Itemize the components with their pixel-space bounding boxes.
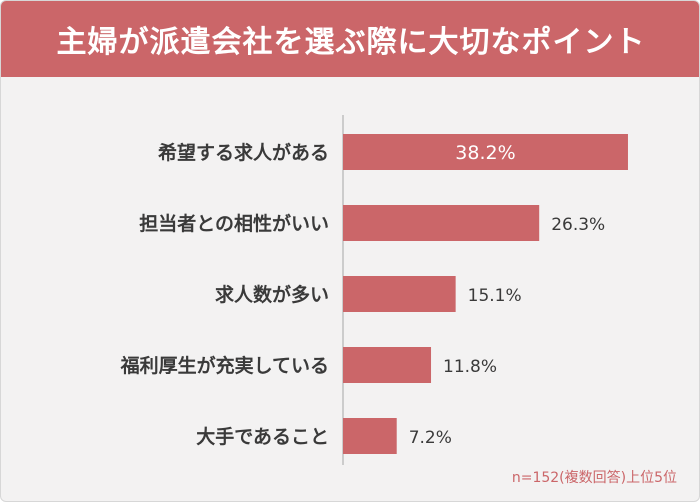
bar bbox=[343, 205, 540, 241]
category-label: 担当者との相性がいい bbox=[139, 212, 329, 235]
bar bbox=[343, 347, 432, 383]
value-label: 15.1% bbox=[468, 286, 522, 306]
category-label: 大手であること bbox=[196, 425, 329, 448]
value-label: 7.2% bbox=[409, 428, 452, 448]
value-label: 38.2% bbox=[455, 142, 515, 164]
bar bbox=[343, 134, 628, 170]
bar bbox=[343, 418, 397, 454]
value-label: 26.3% bbox=[551, 215, 605, 235]
bar bbox=[343, 276, 456, 312]
category-label: 求人数が多い bbox=[215, 283, 329, 306]
category-label: 希望する求人がある bbox=[158, 141, 329, 164]
chart-title: 主婦が派遣会社を選ぶ際に大切なポイント bbox=[56, 25, 646, 60]
category-label: 福利厚生が充実している bbox=[120, 354, 329, 377]
value-label: 11.8% bbox=[443, 357, 497, 377]
header-banner: 主婦が派遣会社を選ぶ際に大切なポイント bbox=[1, 1, 699, 77]
sample-note: n=152(複数回答)上位5位 bbox=[511, 470, 677, 486]
